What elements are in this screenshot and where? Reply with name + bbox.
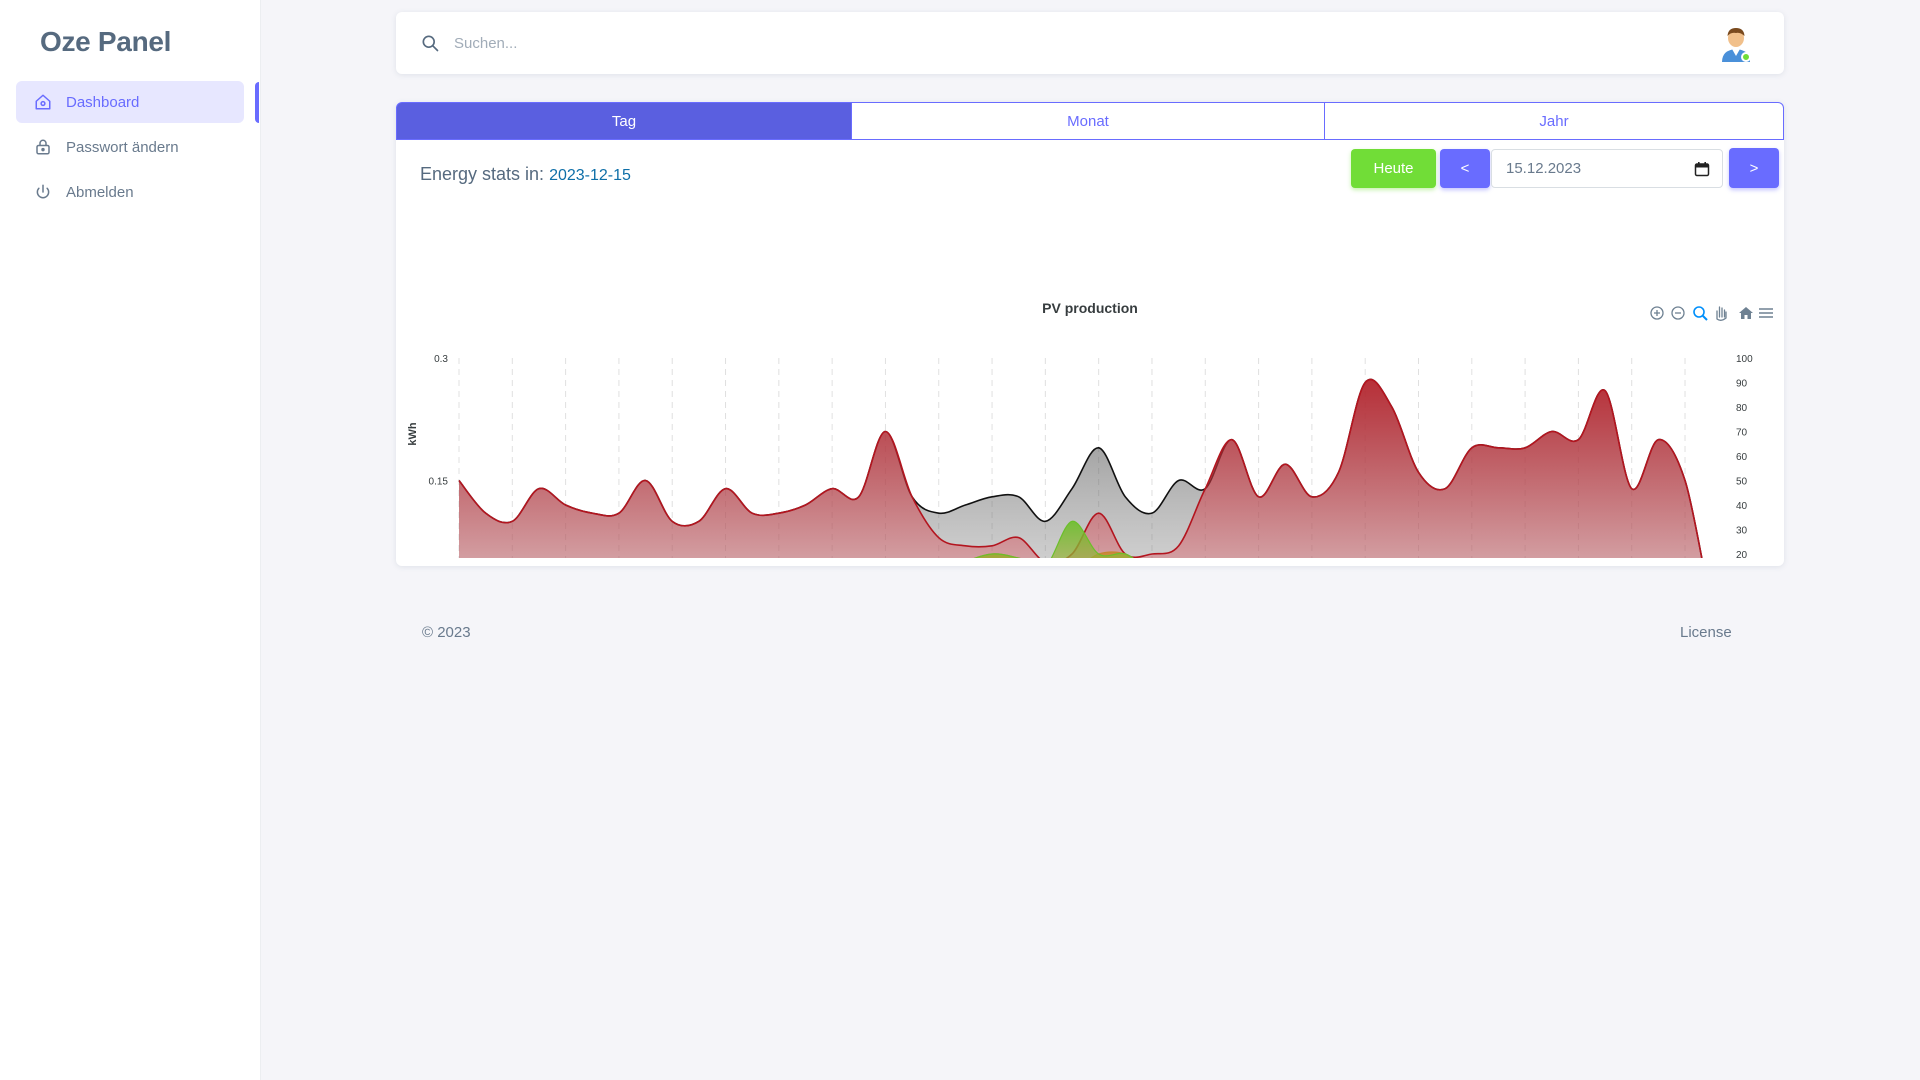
y2-tick-label: 30 <box>1736 526 1748 537</box>
today-button[interactable]: Heute <box>1351 149 1436 188</box>
sidebar-item-label: Passwort ändern <box>66 138 179 156</box>
pan-hand-icon[interactable] <box>1716 306 1727 321</box>
tab-monat[interactable]: Monat <box>852 102 1325 140</box>
footer-license-link[interactable]: License <box>1680 624 1732 641</box>
sidebar-item-label: Abmelden <box>66 183 134 201</box>
period-tabs: Tag Monat Jahr <box>396 102 1784 140</box>
date-value: 15.12.2023 <box>1506 160 1582 177</box>
y2-tick-label: 50 <box>1736 477 1748 488</box>
brand-logo[interactable]: Oze Panel <box>40 26 172 57</box>
y2-tick-label: 80 <box>1736 403 1748 414</box>
top-navbar <box>396 12 1784 74</box>
y2-tick-label: 90 <box>1736 379 1748 390</box>
prev-day-button[interactable]: < <box>1440 149 1490 188</box>
active-indicator <box>255 82 259 123</box>
stats-date: 2023-12-15 <box>549 167 631 184</box>
tab-tag[interactable]: Tag <box>396 102 852 140</box>
chart-toolbar <box>1650 306 1773 321</box>
energy-stats-card: Tag Monat Jahr Energy stats in: 2023-12-… <box>396 102 1784 566</box>
zoom-select-icon[interactable] <box>1693 306 1708 321</box>
search-input[interactable] <box>454 28 1154 58</box>
sidebar-item-password[interactable]: Passwort ändern <box>16 126 244 168</box>
date-input[interactable]: 15.12.2023 <box>1491 149 1723 188</box>
y2-tick-label: 100 <box>1736 354 1753 365</box>
zoom-out-icon[interactable] <box>1671 306 1685 320</box>
calendar-icon[interactable] <box>1694 161 1710 177</box>
stats-title-text: Energy stats in: <box>420 164 550 184</box>
online-status-dot <box>1741 52 1751 62</box>
power-icon <box>34 183 52 201</box>
menu-icon[interactable] <box>1759 308 1773 318</box>
y-tick-label: 0.15 <box>429 477 449 488</box>
sidebar: Oze Panel Dashboard Passwort ändern Abme… <box>0 0 260 1080</box>
tab-jahr[interactable]: Jahr <box>1325 102 1784 140</box>
y2-tick-label: 60 <box>1736 452 1748 463</box>
y-axis-label: kWh <box>407 422 419 446</box>
sidebar-item-logout[interactable]: Abmelden <box>16 171 244 213</box>
reset-home-icon[interactable] <box>1739 307 1753 319</box>
search-icon <box>420 33 440 53</box>
sidebar-item-label: Dashboard <box>66 93 140 111</box>
series-area <box>459 379 1702 558</box>
lock-icon <box>34 138 52 156</box>
chart-title: PV production <box>1042 300 1138 316</box>
stats-heading: Energy stats in: 2023-12-15 <box>420 164 631 185</box>
series-line <box>458 378 1703 558</box>
y-tick-label: 0.3 <box>434 354 448 365</box>
pv-production-chart: 00.150.3010203040506070809010000:0001:00… <box>407 300 1773 558</box>
sidebar-item-dashboard[interactable]: Dashboard <box>16 81 244 123</box>
sidebar-menu: Dashboard Passwort ändern Abmelden <box>16 81 244 216</box>
zoom-in-icon[interactable] <box>1650 306 1664 320</box>
home-icon <box>34 93 52 111</box>
footer-copyright: © 2023 <box>422 624 471 641</box>
series-line <box>973 520 1135 558</box>
y2-tick-label: 20 <box>1736 550 1748 558</box>
y2-tick-label: 70 <box>1736 428 1748 439</box>
y2-tick-label: 40 <box>1736 501 1748 512</box>
next-day-button[interactable]: > <box>1729 148 1779 188</box>
